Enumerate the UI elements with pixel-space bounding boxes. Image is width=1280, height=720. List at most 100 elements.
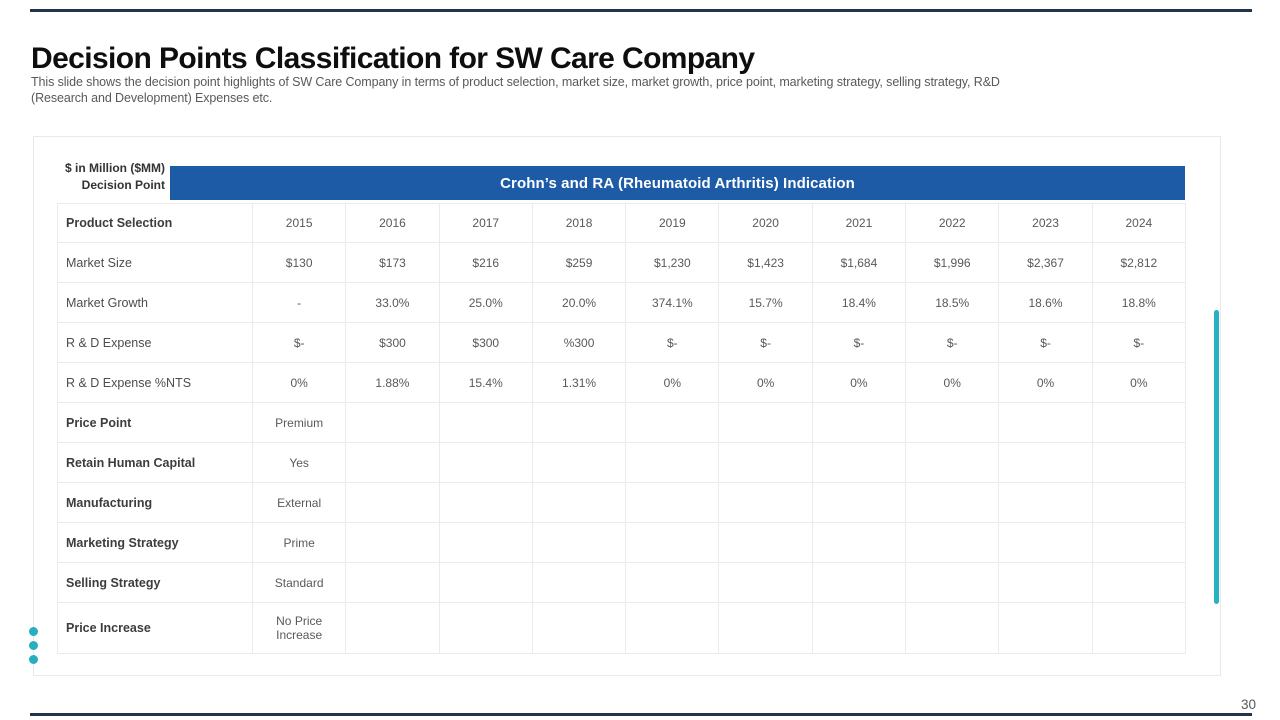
slide-subtitle-line2: (Research and Development) Expenses etc. [31,90,273,105]
decision-table-body: Product Selection 2015 2016 2017 2018 2019 202… [57,203,1186,654]
table-cell: 0% [718,362,813,403]
table-cell [625,482,720,523]
table-cell: $2,367 [998,242,1093,283]
row-label: Price Increase [57,602,253,654]
table-cell: 0% [1091,362,1186,403]
table-cell [905,482,1000,523]
table-cell [811,442,907,483]
table-cell [998,402,1093,443]
table-cell [345,402,440,443]
table-cell [438,442,533,483]
slide-subtitle: This slide shows the decision point high… [31,75,1221,106]
table-cell: $1,996 [905,242,1000,283]
slide-subtitle-line1: This slide shows the decision point high… [31,75,1000,89]
table-cell: Prime [251,522,347,563]
table-cell [811,482,907,523]
table-cell [625,562,720,603]
table-cell [811,402,907,443]
table-cell: External [251,482,347,523]
table-cell: Premium [251,402,347,443]
table-cell [438,402,533,443]
table-cell: 25.0% [438,282,533,323]
table-cell: 0% [625,362,720,403]
table-cell: 2024 [1091,203,1186,243]
table-cell [1091,602,1186,654]
table-cell: $1,684 [811,242,907,283]
table-cell: $1,230 [625,242,720,283]
slide-title: Decision Points Classification for SW Ca… [31,42,755,76]
corner-decision-point-label: Decision Point [81,178,165,192]
table-cell [998,522,1093,563]
teal-dot [29,627,38,636]
table-cell [811,602,907,654]
teal-dot [29,655,38,664]
row-label: Market Growth [57,282,253,323]
table-cell [718,522,813,563]
table-cell [1091,402,1186,443]
table-cell: 2023 [998,203,1093,243]
table-cell: 15.4% [438,362,533,403]
table-cell: 2016 [345,203,440,243]
table-cell [998,442,1093,483]
table-row: Price Point Premium [57,402,1186,443]
table-cell: 2018 [531,203,627,243]
table-cell [1091,562,1186,603]
table-cell [718,562,813,603]
table-cell: $2,812 [1091,242,1186,283]
table-cell [345,602,440,654]
table-cell [718,402,813,443]
table-cell [438,482,533,523]
table-cell: 18.5% [905,282,1000,323]
table-cell: %300 [531,322,627,363]
table-row: R & D Expense %NTS 0% 1.88% 15.4% 1.31% 0% 0% 0… [57,362,1186,403]
table-cell [1091,522,1186,563]
table-row: Selling Strategy Standard [57,562,1186,603]
table-row: R & D Expense $- $300 $300 %300 $- $- $- $- $- $- [57,322,1186,363]
table-cell: $- [998,322,1093,363]
teal-dots-decoration [29,627,38,669]
table-cell [531,442,627,483]
scrollbar-thumb[interactable] [1214,310,1219,604]
table-cell [625,402,720,443]
table-cell: 18.8% [1091,282,1186,323]
table-cell: $300 [345,322,440,363]
table-row: Marketing Strategy Prime [57,522,1186,563]
table-cell [345,522,440,563]
table-cell [718,482,813,523]
table-cell: 2021 [811,203,907,243]
table-cell [905,602,1000,654]
indication-banner: Crohn’s and RA (Rheumatoid Arthritis) In… [170,166,1185,200]
row-label: Product Selection [57,203,253,243]
row-label: Marketing Strategy [57,522,253,563]
table-cell [905,402,1000,443]
table-cell [438,562,533,603]
table-row: Price Increase No Price Increase [57,602,1186,654]
table-cell: $- [718,322,813,363]
table-cell: 2022 [905,203,1000,243]
table-row: Retain Human Capital Yes [57,442,1186,483]
table-row: Market Size $130 $173 $216 $259 $1,230 $1,423 $… [57,242,1186,283]
table-cell [998,562,1093,603]
table-cell [531,402,627,443]
row-label: Market Size [57,242,253,283]
table-row: Product Selection 2015 2016 2017 2018 2019 202… [57,203,1186,243]
table-cell: 2020 [718,203,813,243]
table-cell: $1,423 [718,242,813,283]
table-cell [625,522,720,563]
corner-units-label: $ in Million ($MM) [65,161,165,175]
table-cell: $300 [438,322,533,363]
bottom-accent-line [30,713,1252,716]
teal-dot [29,641,38,650]
table-cell [1091,442,1186,483]
table-cell [1091,482,1186,523]
table-cell: 0% [998,362,1093,403]
table-cell: $- [625,322,720,363]
table-cell: 374.1% [625,282,720,323]
table-cell: 1.88% [345,362,440,403]
table-cell [811,562,907,603]
top-accent-line [30,9,1252,12]
table-cell: $- [811,322,907,363]
row-label: Selling Strategy [57,562,253,603]
table-cell: $216 [438,242,533,283]
table-cell: $- [251,322,347,363]
